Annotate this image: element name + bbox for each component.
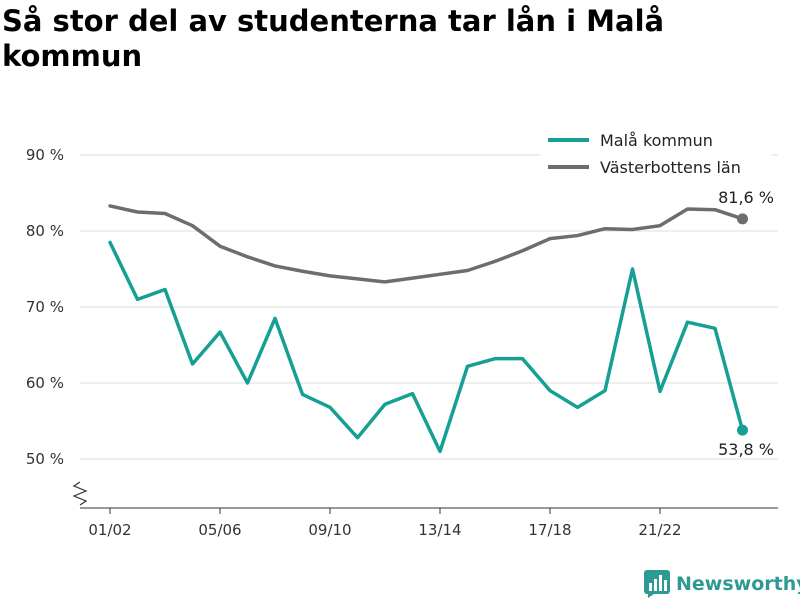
y-tick-label: 50 % [26, 450, 64, 468]
x-tick-label: 01/02 [88, 521, 131, 539]
grid-lines [80, 154, 778, 460]
legend: Malå kommun Västerbottens län [540, 124, 772, 186]
newsworthy-brand[interactable]: Newsworthy [644, 569, 800, 599]
legend-label-1: Västerbottens län [600, 158, 741, 177]
newsworthy-logo-icon [644, 570, 670, 598]
brand-name: Newsworthy [676, 573, 800, 595]
y-tick-label: 90 % [26, 146, 64, 164]
series-end-point-1 [737, 213, 748, 225]
series-line-1 [108, 204, 745, 284]
y-tick-label: 70 % [26, 298, 64, 316]
series-line-0 [108, 240, 745, 454]
end-labels: 81,6 % 53,8 % [718, 188, 774, 459]
x-tick-label: 05/06 [198, 521, 241, 539]
legend-background [540, 124, 772, 186]
end-label-mala: 53,8 % [718, 440, 774, 459]
x-tick-label: 09/10 [308, 521, 351, 539]
end-label-vasterbotten: 81,6 % [718, 188, 774, 207]
y-tick-label: 60 % [26, 374, 64, 392]
y-tick-label: 80 % [26, 222, 64, 240]
series-lines [108, 204, 748, 454]
y-axis-ticks: 50 % 60 % 70 % 80 % 90 % [26, 146, 64, 468]
x-tick-label: 21/22 [638, 521, 681, 539]
series-end-point-0 [737, 424, 748, 436]
x-tick-label: 13/14 [418, 521, 461, 539]
axis-break-icon [72, 481, 88, 506]
x-axis: 01/02 05/06 09/10 13/14 17/18 21/22 [72, 481, 778, 539]
legend-label-0: Malå kommun [600, 131, 713, 150]
chart-title: Så stor del av studenterna tar lån i Mal… [2, 4, 665, 73]
x-tick-label: 17/18 [528, 521, 571, 539]
